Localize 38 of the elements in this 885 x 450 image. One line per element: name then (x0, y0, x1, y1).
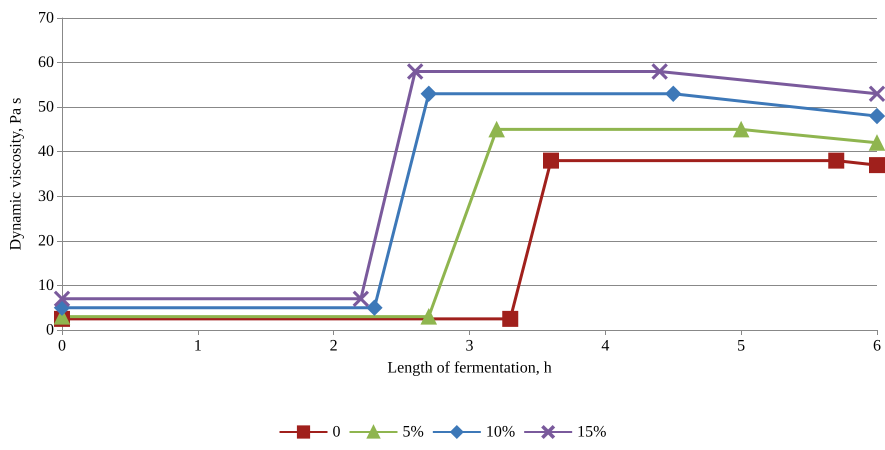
point (869, 157, 885, 174)
point (352, 290, 369, 307)
y-tick-label: 10 (38, 276, 54, 294)
y-tick-label: 20 (38, 232, 54, 250)
y-tick-label: 70 (38, 10, 54, 26)
point (652, 63, 668, 80)
y-tick-label: 40 (38, 143, 54, 160)
point (502, 310, 518, 327)
y-axis-title: Dynamic viscosity, Pa s (8, 98, 24, 250)
point (420, 86, 437, 102)
legend-label: 0 (332, 424, 341, 440)
point (54, 290, 70, 307)
point (733, 121, 750, 138)
point (869, 134, 885, 151)
point (869, 108, 885, 124)
y-tick-label: 30 (38, 188, 54, 205)
point (869, 86, 885, 102)
point (828, 152, 844, 169)
point (366, 300, 382, 316)
y-tick-label: 0 (46, 322, 54, 338)
legend-label: 10% (486, 424, 516, 440)
x-tick-label: 1 (194, 338, 202, 354)
point (488, 121, 505, 138)
x-tick-label: 4 (601, 338, 610, 354)
x-axis-title: Length of fermentation, h (387, 360, 552, 376)
legend-label: 15% (577, 424, 606, 440)
x-tick-label: 5 (737, 338, 746, 354)
x-tick-label: 6 (873, 338, 881, 354)
point (543, 152, 559, 169)
x-tick-label: 0 (58, 338, 66, 354)
point (665, 86, 682, 102)
y-tick-label: 50 (38, 98, 54, 116)
x-tick-label: 3 (466, 338, 474, 354)
point (420, 308, 437, 325)
x-tick-label: 2 (330, 338, 338, 354)
y-tick-label: 60 (38, 54, 54, 72)
legend-label: 5% (402, 424, 424, 440)
point (407, 63, 424, 80)
